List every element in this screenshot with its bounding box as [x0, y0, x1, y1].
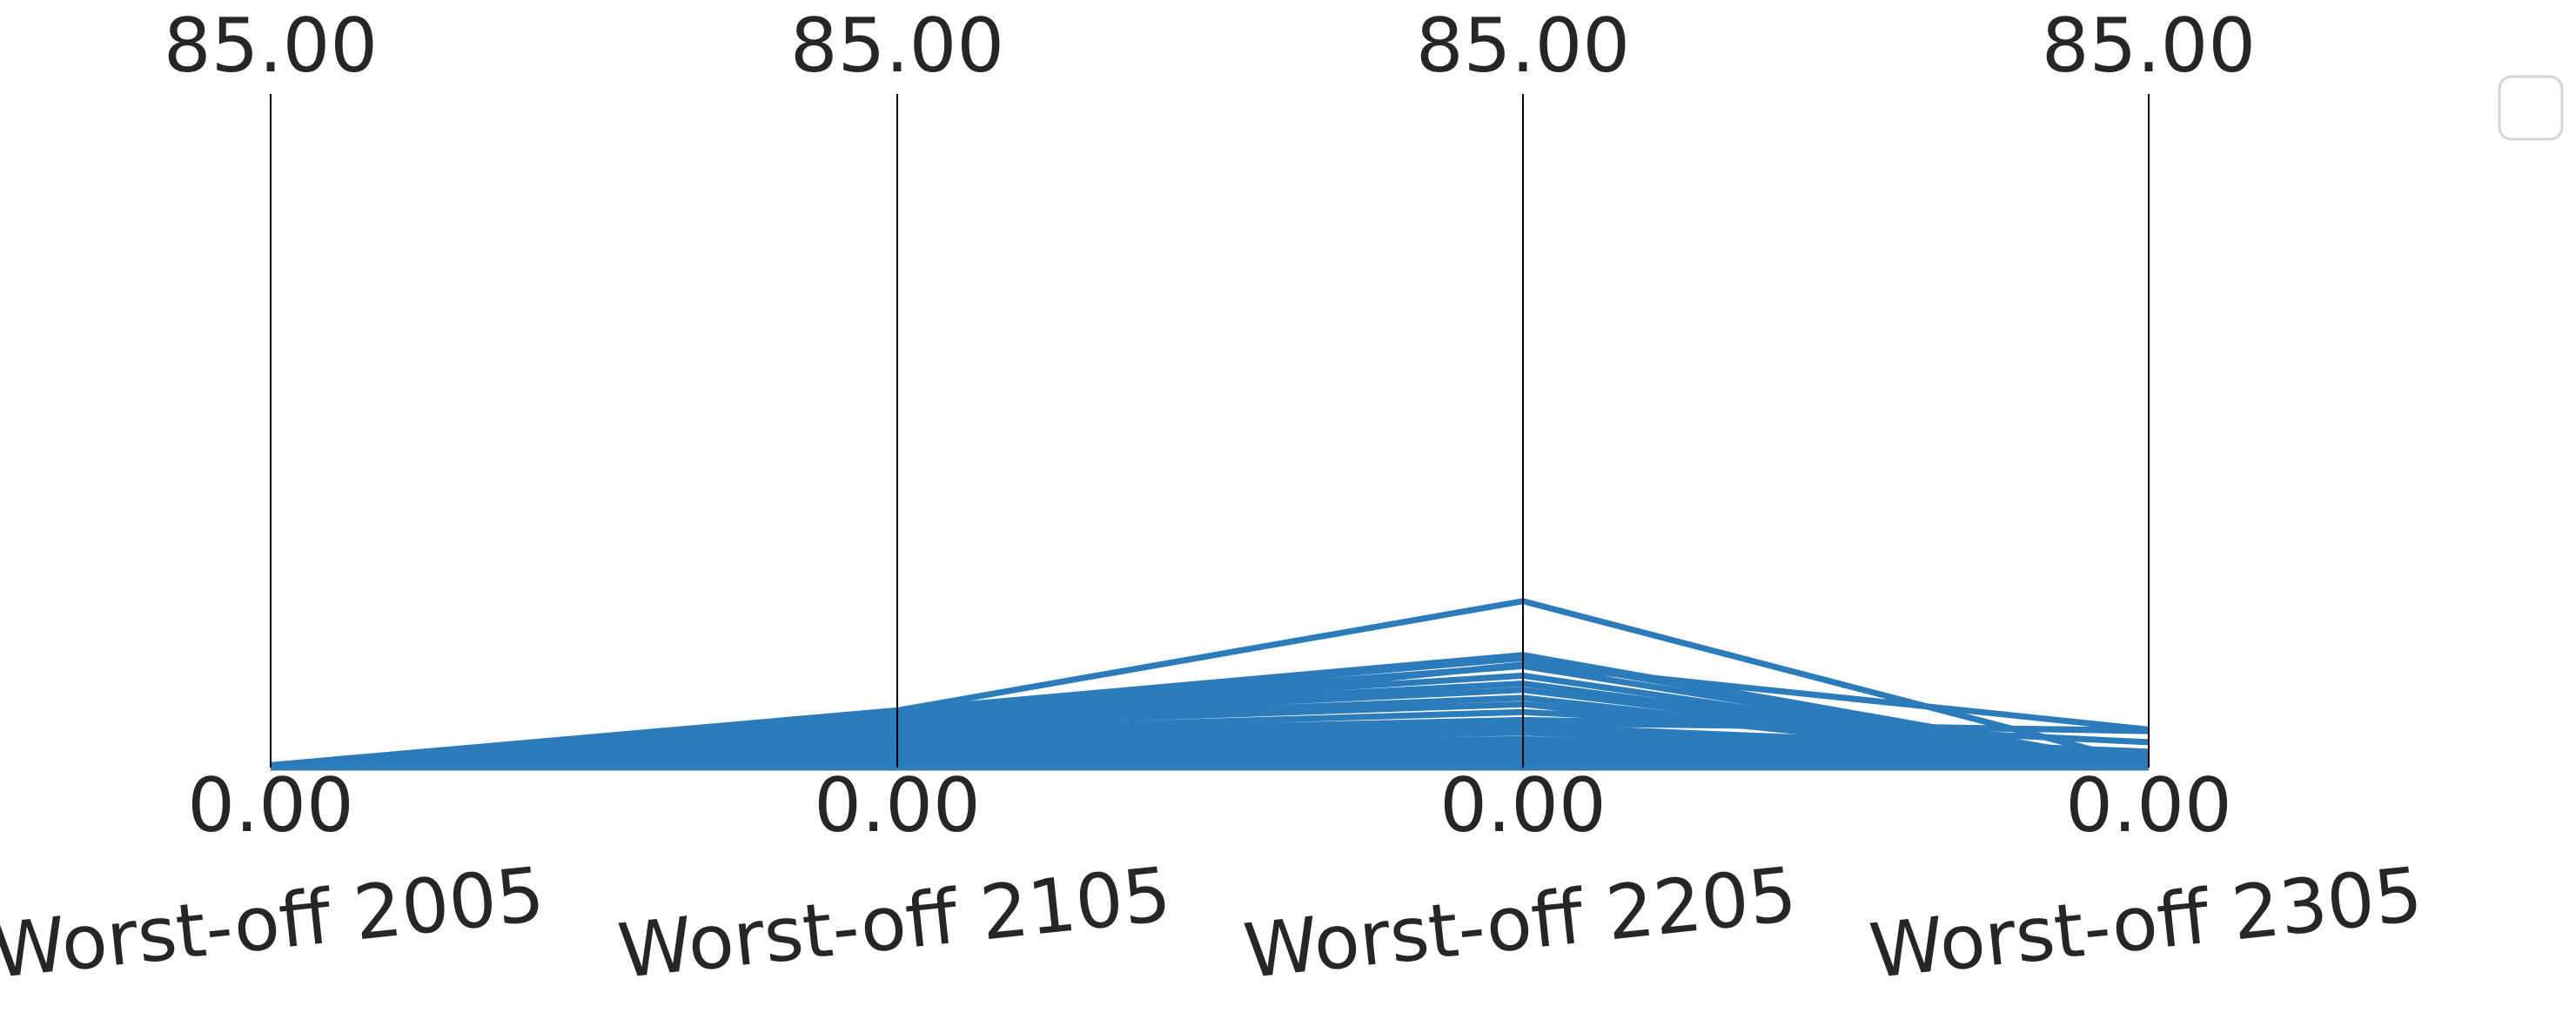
axis-max-label-2: 85.00 — [790, 3, 1004, 90]
axis-min-label-2: 0.00 — [814, 762, 980, 849]
axis-max-label-1: 85.00 — [164, 3, 378, 90]
axis-max-label-4: 85.00 — [2042, 3, 2256, 90]
axis-title-4: Worst-off 2305 — [1866, 851, 2426, 996]
axis-title-1: Worst-off 2005 — [0, 851, 548, 996]
series-line-28 — [270, 761, 2149, 771]
axis-min-label-3: 0.00 — [1439, 762, 1606, 849]
axis-max-label-3: 85.00 — [1416, 3, 1630, 90]
series-lines — [270, 598, 2150, 771]
axis-min-label-1: 0.00 — [187, 762, 353, 849]
legend-box — [2498, 75, 2564, 141]
axis-min-label-4: 0.00 — [2065, 762, 2231, 849]
axis-title-2: Worst-off 2105 — [614, 851, 1175, 996]
axis-title-3: Worst-off 2205 — [1240, 851, 1801, 996]
